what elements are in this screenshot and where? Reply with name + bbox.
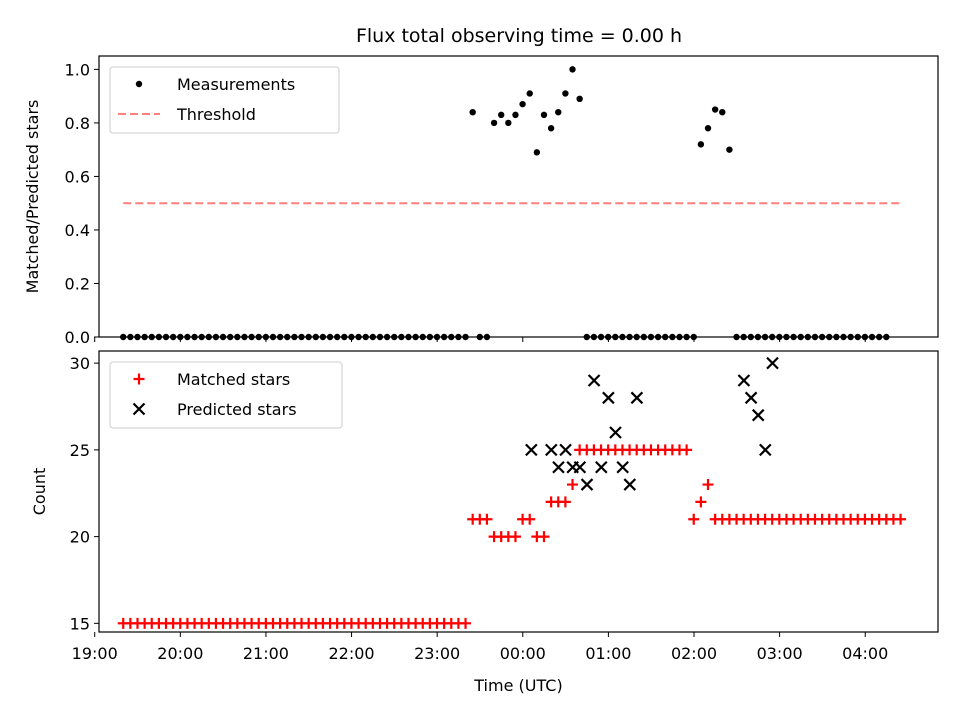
predicted-star-point bbox=[595, 460, 608, 474]
predicted-star-point bbox=[737, 374, 751, 387]
legend-marker-measurements bbox=[135, 80, 143, 88]
y-tick-label: 15 bbox=[70, 614, 90, 633]
legend-marker-matched bbox=[133, 373, 145, 385]
matched-star-point bbox=[567, 479, 579, 491]
measurement-point bbox=[540, 111, 548, 119]
bottom-panel: 15 20 25 30 19:00 20:00 21:00 22:00 23:00 00:00 01… bbox=[30, 350, 939, 695]
y-tick-label: 1.0 bbox=[65, 60, 90, 79]
x-tick-label: 01:00 bbox=[585, 644, 631, 663]
y-tick-label: 30 bbox=[70, 354, 90, 373]
predicted-star-point bbox=[751, 408, 765, 422]
y-axis-label: Count bbox=[30, 468, 49, 516]
matched-star-point bbox=[538, 531, 550, 543]
measurement-point bbox=[562, 90, 569, 97]
matched-star-point bbox=[702, 479, 714, 491]
measurement-point bbox=[497, 111, 505, 119]
y-tick-label: 0.2 bbox=[65, 274, 90, 293]
legend-label: Measurements bbox=[177, 75, 295, 94]
y-tick-label: 0.6 bbox=[65, 167, 90, 186]
predicted-star-point bbox=[580, 478, 594, 491]
predicted-star-point bbox=[759, 443, 772, 457]
x-tick-label: 20:00 bbox=[157, 644, 203, 663]
measurement-point bbox=[490, 119, 498, 127]
legend-marker-predicted bbox=[132, 402, 146, 416]
x-tick-label: 00:00 bbox=[500, 644, 546, 663]
predicted-star-point bbox=[545, 443, 558, 457]
predicted-star-point bbox=[587, 374, 601, 387]
predicted-star-point bbox=[623, 478, 637, 491]
measurement-point bbox=[512, 111, 519, 119]
legend: Measurements Threshold bbox=[109, 66, 340, 134]
measurement-point bbox=[526, 90, 533, 97]
measurement-point bbox=[719, 109, 726, 116]
matched-star-point bbox=[681, 444, 693, 456]
predicted-star-point bbox=[766, 356, 779, 370]
y-tick-label: 25 bbox=[70, 441, 90, 460]
measurement-point bbox=[697, 141, 705, 148]
x-tick-label: 19:00 bbox=[72, 644, 118, 663]
predicted-star-point bbox=[616, 460, 629, 474]
measurement-point bbox=[569, 66, 576, 73]
x-tick-label: 04:00 bbox=[842, 644, 888, 663]
matched-star-point bbox=[559, 496, 571, 508]
measurement-point bbox=[726, 146, 733, 153]
matched-star-point bbox=[524, 513, 536, 525]
legend: Matched stars Predicted stars bbox=[109, 361, 343, 429]
y-tick-label: 20 bbox=[70, 528, 90, 547]
x-axis-label: Time (UTC) bbox=[473, 676, 562, 695]
axes-frame bbox=[98, 350, 939, 633]
predicted-star-point bbox=[573, 460, 587, 474]
axes-frame bbox=[98, 55, 939, 338]
predicted-star-point bbox=[609, 426, 622, 439]
x-tick-label: 22:00 bbox=[329, 644, 375, 663]
predicted-star-point bbox=[525, 443, 538, 457]
legend-label: Predicted stars bbox=[177, 400, 297, 419]
legend-box bbox=[109, 66, 340, 134]
y-tick-label: 0.8 bbox=[65, 114, 90, 133]
matched-star-point bbox=[460, 617, 472, 629]
predicted-star-point bbox=[559, 443, 572, 457]
matched-star-point bbox=[481, 513, 493, 525]
predicted-star-point bbox=[630, 391, 644, 405]
legend-box bbox=[109, 361, 343, 429]
chart-title: Flux total observing time = 0.00 h bbox=[356, 25, 682, 47]
measurement-point bbox=[505, 119, 512, 127]
y-tick-label: 0.4 bbox=[65, 221, 90, 240]
measurement-point bbox=[576, 95, 583, 103]
measurement-point bbox=[519, 100, 526, 108]
top-panel: 0.0 0.2 0.4 0.6 0.8 1.0 Matched/Predicted star… bbox=[23, 55, 939, 347]
x-tick-label: 23:00 bbox=[414, 644, 460, 663]
measurement-point bbox=[469, 109, 476, 116]
y-tick-label: 0.0 bbox=[65, 328, 90, 347]
matched-star-point bbox=[509, 531, 521, 543]
legend-label: Threshold bbox=[176, 105, 256, 124]
predicted-star-point bbox=[602, 391, 615, 405]
predicted-star-point bbox=[744, 391, 758, 405]
matched-star-point bbox=[688, 513, 700, 525]
legend-label: Matched stars bbox=[177, 370, 290, 389]
measurement-point bbox=[547, 125, 555, 132]
predicted-star-point bbox=[552, 460, 565, 474]
matched-star-point bbox=[695, 496, 707, 508]
measurement-point bbox=[711, 106, 719, 113]
x-tick-label: 03:00 bbox=[757, 644, 803, 663]
data-marks bbox=[117, 356, 907, 629]
measurement-point bbox=[555, 109, 562, 116]
measurement-point bbox=[704, 125, 712, 132]
x-tick-label: 02:00 bbox=[671, 644, 717, 663]
measurement-point bbox=[533, 149, 541, 156]
x-tick-label: 21:00 bbox=[243, 644, 289, 663]
y-axis-label: Matched/Predicted stars bbox=[23, 100, 42, 294]
matched-star-point bbox=[895, 513, 907, 525]
